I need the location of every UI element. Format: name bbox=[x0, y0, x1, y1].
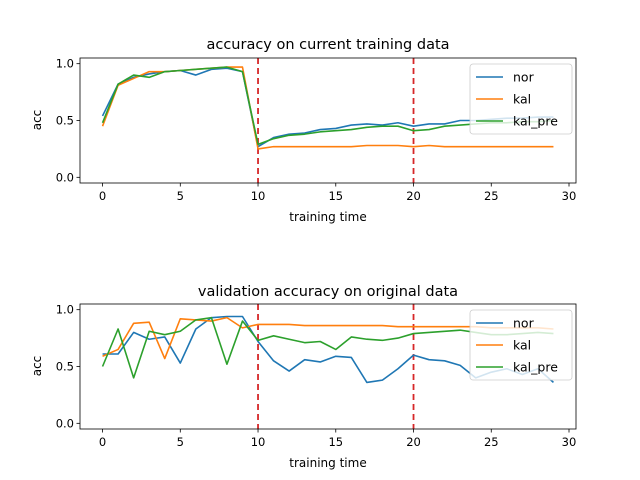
y-tick-label: 1.0 bbox=[56, 303, 74, 317]
x-tick-label: 5 bbox=[177, 435, 184, 449]
y-tick-label: 0.0 bbox=[56, 170, 74, 184]
x-tick-label: 20 bbox=[406, 189, 421, 203]
x-axis-label: training time bbox=[289, 210, 366, 224]
x-tick-label: 25 bbox=[484, 189, 499, 203]
chart-title: accuracy on current training data bbox=[206, 37, 449, 53]
x-tick-label: 15 bbox=[328, 189, 343, 203]
x-tick-label: 30 bbox=[562, 435, 577, 449]
legend-label-kal-pre: kal_pre bbox=[513, 114, 558, 129]
x-tick-label: 0 bbox=[99, 435, 106, 449]
legend-label-kal: kal bbox=[513, 92, 531, 107]
axes-frame bbox=[79, 57, 577, 184]
vertical-markers bbox=[257, 58, 415, 183]
chart-title: validation accuracy on original data bbox=[198, 284, 458, 300]
x-tick-label: 0 bbox=[99, 189, 106, 203]
y-tick-label: 0.0 bbox=[56, 416, 74, 430]
legend-label-kal: kal bbox=[513, 338, 531, 353]
legend-label-nor: nor bbox=[513, 316, 535, 331]
y-tick-label: 0.5 bbox=[56, 114, 74, 128]
chart-validation-accuracy: validation accuracy on original data tra… bbox=[30, 284, 577, 470]
y-tick-label: 0.5 bbox=[56, 360, 74, 374]
x-tick-label: 15 bbox=[328, 435, 343, 449]
legend-label-nor: nor bbox=[513, 70, 535, 85]
x-tick-label: 10 bbox=[251, 189, 266, 203]
legend: nor kal kal_pre bbox=[469, 63, 573, 135]
y-axis-label: acc bbox=[30, 110, 44, 131]
chart-training-accuracy: accuracy on current training data traini… bbox=[30, 37, 577, 224]
y-tick-label: 1.0 bbox=[56, 57, 74, 71]
legend-box bbox=[469, 63, 573, 135]
axis-ticks: 0 5 10 15 20 25 30 0.0 0.5 1.0 bbox=[56, 303, 577, 449]
legend-label-kal-pre: kal_pre bbox=[513, 360, 558, 375]
x-tick-label: 20 bbox=[406, 435, 421, 449]
legend: nor kal kal_pre bbox=[469, 309, 573, 381]
x-tick-label: 25 bbox=[484, 435, 499, 449]
y-axis-label: acc bbox=[30, 356, 44, 377]
axis-ticks: 0 5 10 15 20 25 30 0.0 0.5 1.0 bbox=[56, 57, 577, 203]
x-tick-label: 10 bbox=[251, 435, 266, 449]
legend-box bbox=[469, 309, 573, 381]
x-axis-label: training time bbox=[289, 456, 366, 470]
axes-frame bbox=[79, 303, 577, 430]
x-tick-label: 30 bbox=[562, 189, 577, 203]
x-tick-label: 5 bbox=[177, 189, 184, 203]
